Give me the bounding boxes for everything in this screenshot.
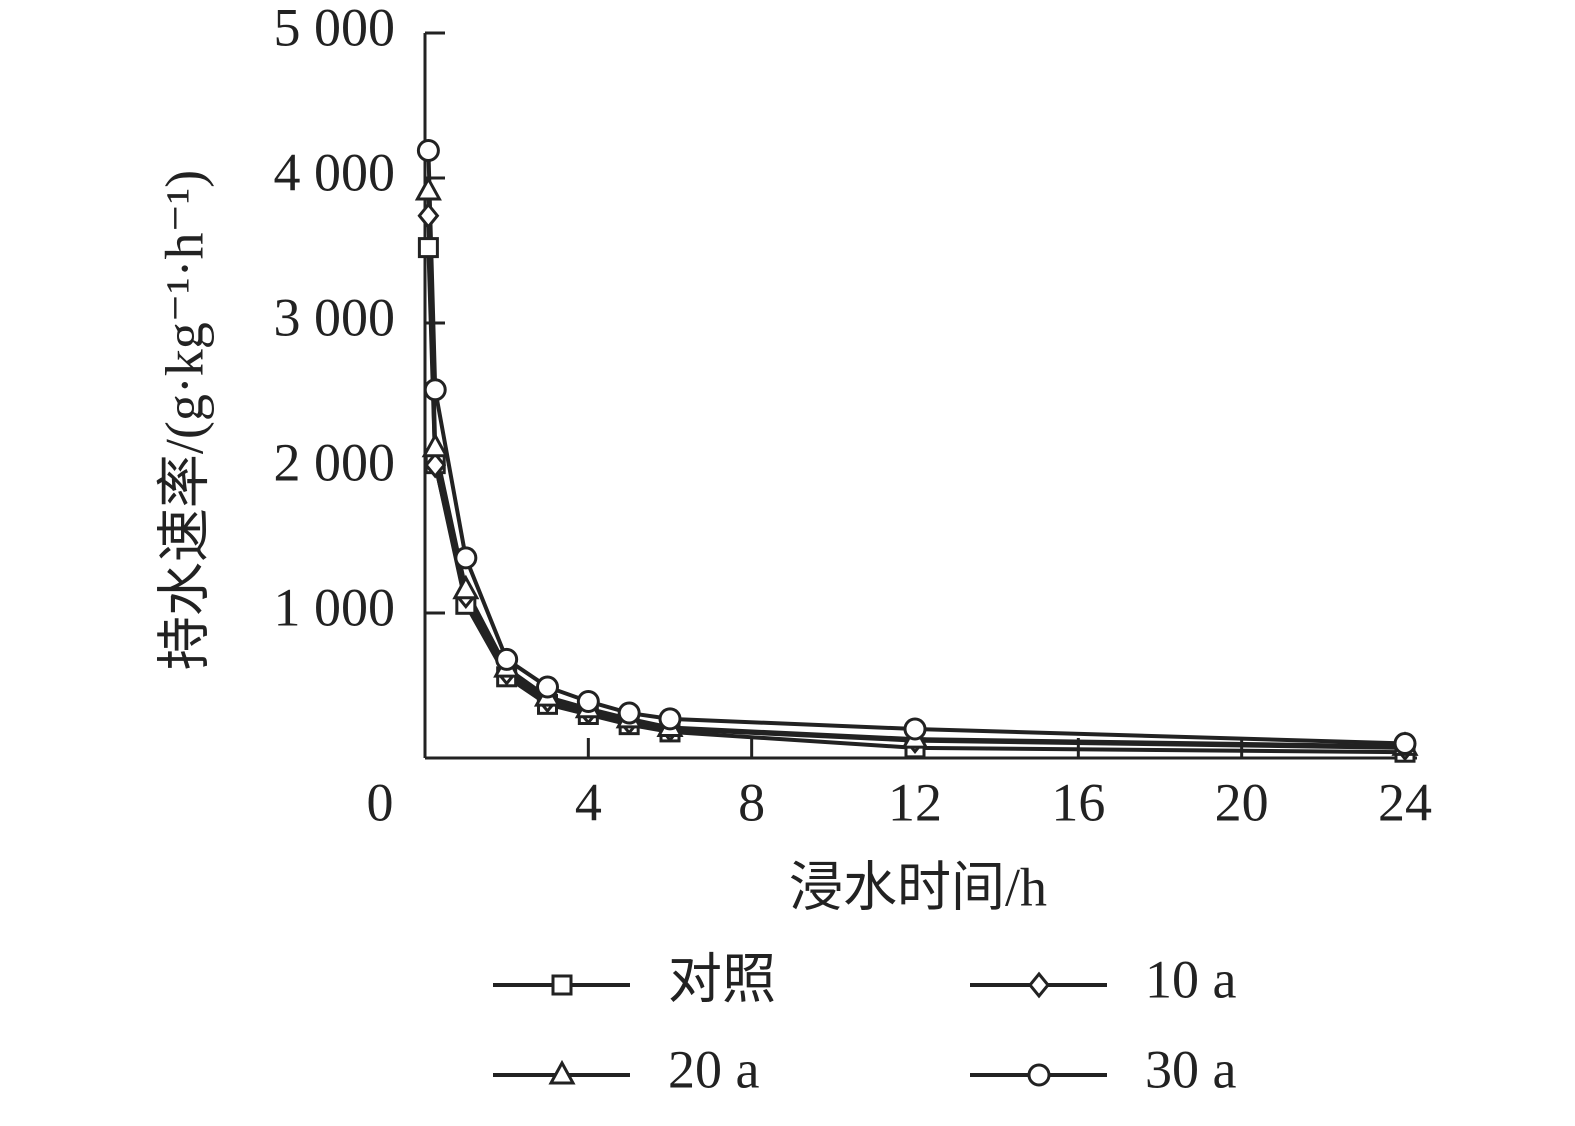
marker — [536, 675, 559, 699]
marker — [1393, 732, 1417, 755]
x-axis-label: 浸水时间/h — [789, 857, 1047, 917]
legend-label: 10 a — [1145, 949, 1237, 1009]
y-axis-label: 持水速率/(g·kg⁻¹·h⁻¹) — [154, 170, 214, 670]
marker — [414, 175, 442, 201]
legend-label: 30 a — [1145, 1039, 1237, 1099]
x-tick-label: 20 — [1215, 772, 1269, 832]
marker — [658, 707, 682, 731]
marker — [495, 647, 519, 671]
marker — [417, 237, 439, 259]
marker — [417, 202, 440, 230]
x-tick-label: 24 — [1378, 772, 1432, 832]
series-line — [426, 247, 1406, 755]
marker — [576, 689, 600, 713]
x-tick-label: 16 — [1051, 772, 1105, 832]
marker — [423, 378, 447, 402]
x-tick-label: 8 — [738, 772, 765, 832]
legend-label: 20 a — [668, 1039, 760, 1099]
x-tick-label: 12 — [888, 772, 942, 832]
y-tick-label: 1 000 — [274, 577, 396, 637]
marker — [1027, 1063, 1051, 1087]
y-tick-label: 5 000 — [274, 0, 396, 57]
marker — [424, 451, 447, 479]
series-line — [426, 215, 1406, 750]
marker — [452, 574, 480, 600]
y-tick-label: 4 000 — [274, 142, 396, 202]
marker — [551, 974, 573, 996]
x-tick-label: 0 — [367, 772, 394, 832]
marker — [416, 138, 440, 162]
marker — [421, 432, 449, 458]
y-tick-label: 3 000 — [274, 287, 396, 347]
marker — [617, 701, 641, 725]
legend-label: 对照 — [668, 949, 776, 1009]
marker — [548, 1059, 576, 1085]
x-tick-label: 4 — [575, 772, 602, 832]
series-line — [426, 190, 1406, 749]
marker — [1028, 971, 1050, 999]
marker — [454, 546, 478, 570]
marker — [903, 717, 927, 741]
y-tick-label: 2 000 — [274, 432, 396, 492]
series-line — [426, 150, 1406, 746]
